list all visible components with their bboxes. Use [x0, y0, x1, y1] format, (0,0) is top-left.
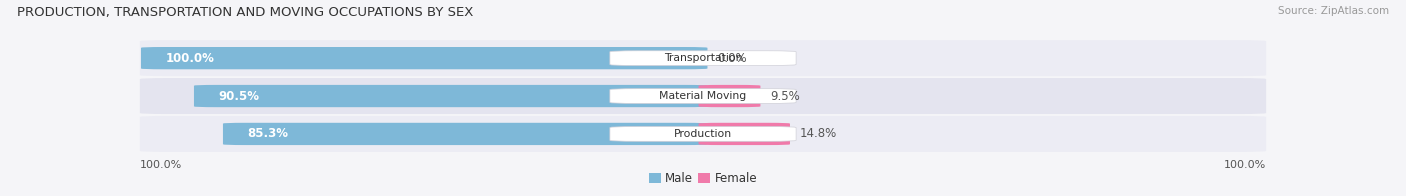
Text: 100.0%: 100.0%: [139, 160, 183, 170]
Text: Material Moving: Material Moving: [659, 91, 747, 101]
FancyBboxPatch shape: [610, 89, 796, 103]
FancyBboxPatch shape: [139, 116, 1267, 152]
Text: 9.5%: 9.5%: [770, 90, 800, 103]
Text: PRODUCTION, TRANSPORTATION AND MOVING OCCUPATIONS BY SEX: PRODUCTION, TRANSPORTATION AND MOVING OC…: [17, 6, 474, 19]
Text: 90.5%: 90.5%: [218, 90, 260, 103]
Text: 0.0%: 0.0%: [717, 52, 747, 65]
Text: Source: ZipAtlas.com: Source: ZipAtlas.com: [1278, 6, 1389, 16]
FancyBboxPatch shape: [194, 85, 707, 107]
FancyBboxPatch shape: [610, 127, 796, 141]
Text: Production: Production: [673, 129, 733, 139]
FancyBboxPatch shape: [139, 40, 1267, 76]
FancyBboxPatch shape: [224, 123, 707, 145]
FancyBboxPatch shape: [139, 78, 1267, 114]
Text: 14.8%: 14.8%: [800, 127, 837, 140]
FancyBboxPatch shape: [141, 47, 707, 69]
FancyBboxPatch shape: [699, 123, 790, 145]
Text: 100.0%: 100.0%: [166, 52, 214, 65]
FancyBboxPatch shape: [610, 51, 796, 65]
Text: 100.0%: 100.0%: [1223, 160, 1267, 170]
FancyBboxPatch shape: [699, 85, 761, 107]
Legend: Male, Female: Male, Female: [644, 168, 762, 190]
Text: 85.3%: 85.3%: [247, 127, 288, 140]
Text: Transportation: Transportation: [664, 53, 742, 63]
